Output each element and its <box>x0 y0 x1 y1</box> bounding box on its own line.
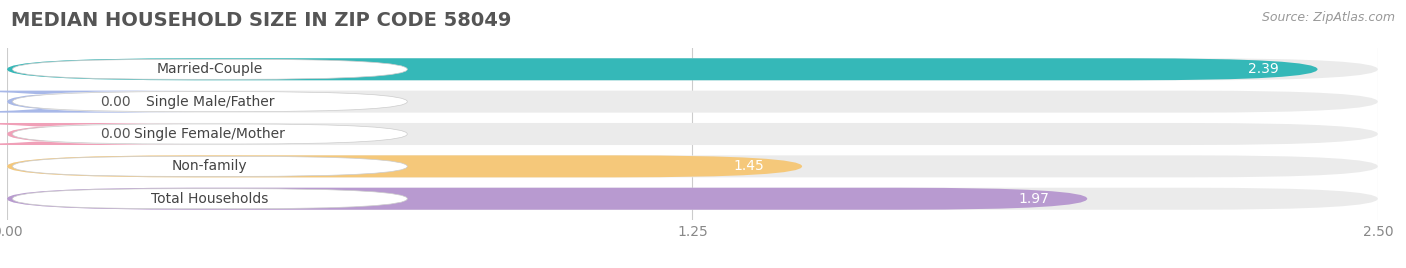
FancyBboxPatch shape <box>13 59 408 79</box>
FancyBboxPatch shape <box>7 188 1087 210</box>
Text: Non-family: Non-family <box>172 159 247 173</box>
Text: Single Male/Father: Single Male/Father <box>146 95 274 109</box>
Text: 1.97: 1.97 <box>1018 192 1049 206</box>
FancyBboxPatch shape <box>13 92 408 112</box>
FancyBboxPatch shape <box>13 156 408 176</box>
FancyBboxPatch shape <box>0 123 194 145</box>
Text: Single Female/Mother: Single Female/Mother <box>135 127 285 141</box>
Text: 1.45: 1.45 <box>733 159 763 173</box>
FancyBboxPatch shape <box>7 123 1378 145</box>
FancyBboxPatch shape <box>7 155 1378 177</box>
FancyBboxPatch shape <box>13 189 408 209</box>
Text: 2.39: 2.39 <box>1249 62 1279 76</box>
Text: MEDIAN HOUSEHOLD SIZE IN ZIP CODE 58049: MEDIAN HOUSEHOLD SIZE IN ZIP CODE 58049 <box>11 11 512 30</box>
FancyBboxPatch shape <box>7 188 1378 210</box>
FancyBboxPatch shape <box>13 124 408 144</box>
FancyBboxPatch shape <box>7 155 801 177</box>
Text: Married-Couple: Married-Couple <box>157 62 263 76</box>
Text: Total Households: Total Households <box>152 192 269 206</box>
FancyBboxPatch shape <box>7 58 1317 80</box>
FancyBboxPatch shape <box>7 58 1378 80</box>
FancyBboxPatch shape <box>7 91 1378 113</box>
Text: 0.00: 0.00 <box>100 95 131 109</box>
FancyBboxPatch shape <box>0 91 194 113</box>
Text: 0.00: 0.00 <box>100 127 131 141</box>
Text: Source: ZipAtlas.com: Source: ZipAtlas.com <box>1261 11 1395 24</box>
